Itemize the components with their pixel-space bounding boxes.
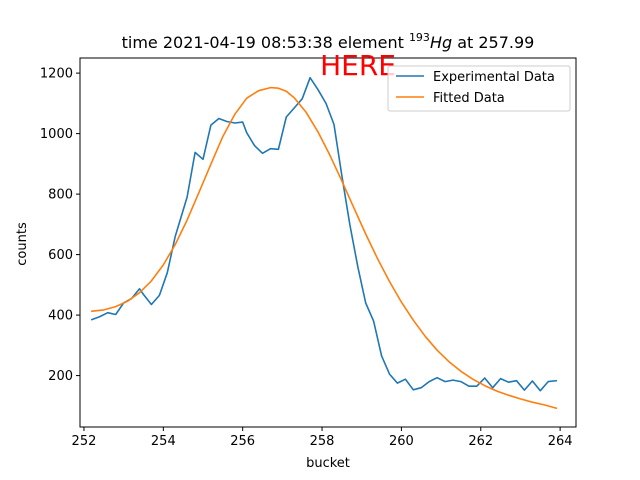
y-tick-label-1000: 1000 bbox=[40, 127, 73, 142]
y-tick-label-200: 200 bbox=[48, 369, 73, 384]
y-tick-label-800: 800 bbox=[48, 188, 73, 203]
x-axis-label: bucket bbox=[306, 456, 350, 471]
x-tick-label-258: 258 bbox=[310, 434, 335, 449]
legend-label-experimental: Experimental Data bbox=[433, 70, 555, 85]
annotation-here: HERE bbox=[320, 49, 396, 82]
x-tick-label-252: 252 bbox=[72, 434, 97, 449]
x-tick-label-254: 254 bbox=[151, 434, 176, 449]
x-tick-label-260: 260 bbox=[389, 434, 414, 449]
y-tick-label-400: 400 bbox=[48, 309, 73, 324]
axes: 252 254 256 258 260 262 264 200 400 600 800 1000 120… bbox=[40, 57, 577, 449]
series-line-0 bbox=[90, 76, 558, 392]
plot-area bbox=[90, 76, 558, 410]
y-axis-label: counts bbox=[15, 222, 30, 266]
x-tick-label-264: 264 bbox=[548, 434, 573, 449]
y-tick-label-1200: 1200 bbox=[40, 67, 73, 82]
legend-frame bbox=[387, 65, 571, 112]
series-line-1 bbox=[91, 86, 558, 410]
axes-frame bbox=[79, 57, 577, 428]
legend: Experimental Data Fitted Data bbox=[387, 65, 571, 112]
x-tick-label-256: 256 bbox=[230, 434, 255, 449]
y-tick-label-600: 600 bbox=[48, 248, 73, 263]
legend-label-fitted: Fitted Data bbox=[433, 91, 505, 106]
x-tick-label-262: 262 bbox=[468, 434, 493, 449]
chart-title: time 2021-04-19 08:53:38 element 193Hg a… bbox=[122, 31, 535, 52]
